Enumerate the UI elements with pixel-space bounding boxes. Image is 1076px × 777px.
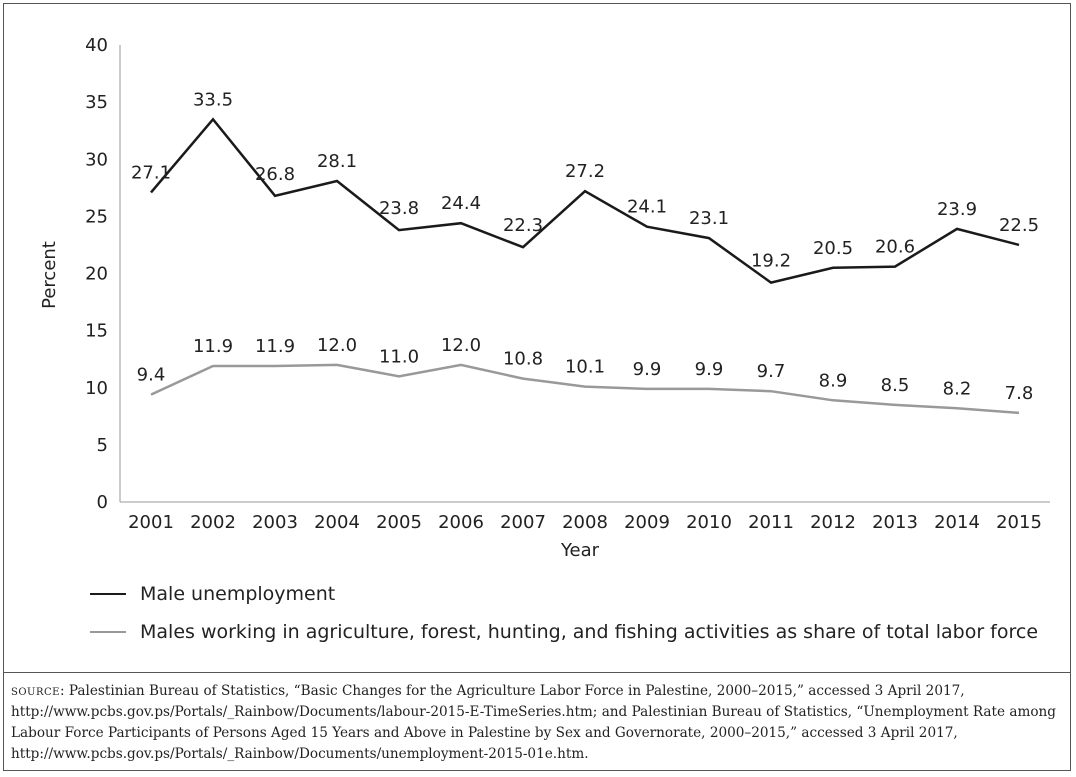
- legend-item-agriculture-share: Males working in agriculture, forest, hu…: [90, 613, 1038, 651]
- x-tick-label: 2011: [748, 512, 794, 533]
- series-line-0: [150, 117, 1020, 284]
- data-label: 20.5: [813, 238, 853, 259]
- data-label: 24.1: [627, 197, 667, 218]
- data-label: 22.5: [999, 215, 1039, 236]
- legend-label-male-unemployment: Male unemployment: [140, 583, 336, 605]
- y-tick-label: 10: [85, 378, 108, 399]
- data-label: 11.0: [379, 346, 419, 367]
- y-tick-label: 25: [85, 206, 108, 227]
- data-label: 11.9: [193, 336, 233, 357]
- y-axis-title: Percent: [39, 241, 60, 309]
- x-tick-label: 2002: [190, 512, 236, 533]
- data-label: 12.0: [317, 335, 357, 356]
- data-label: 27.2: [565, 161, 605, 182]
- data-label: 9.9: [633, 359, 662, 380]
- x-tick-label: 2005: [376, 512, 422, 533]
- legend-item-male-unemployment: Male unemployment: [90, 575, 1038, 613]
- data-label: 11.9: [255, 336, 295, 357]
- data-label: 27.1: [131, 162, 171, 183]
- x-tick-label: 2010: [686, 512, 732, 533]
- source-prefix: source: [11, 683, 60, 699]
- y-tick-label: 20: [85, 264, 108, 285]
- source-note: source: Palestinian Bureau of Statistics…: [11, 681, 1069, 765]
- figure-frame: [3, 3, 1071, 771]
- y-tick-labels: 0 5 10 15 20 25 30 35 40: [85, 35, 108, 513]
- series-line-1: [150, 363, 1020, 415]
- x-tick-label: 2001: [128, 512, 174, 533]
- data-label: 22.3: [503, 215, 543, 236]
- legend-swatch-male-unemployment: [90, 593, 126, 595]
- data-label: 23.1: [689, 208, 729, 229]
- x-tick-label: 2007: [500, 512, 546, 533]
- data-label: 33.5: [193, 89, 233, 110]
- y-tick-label: 35: [85, 92, 108, 113]
- y-tick-label: 30: [85, 149, 108, 170]
- y-tick-label: 0: [97, 492, 108, 513]
- data-label: 7.8: [1005, 383, 1034, 404]
- x-tick-label: 2006: [438, 512, 484, 533]
- data-label: 23.9: [937, 199, 977, 220]
- source-divider: [3, 672, 1071, 673]
- y-tick-label: 5: [97, 435, 108, 456]
- data-label: 19.2: [751, 251, 791, 272]
- data-label: 20.6: [875, 237, 915, 258]
- x-tick-label: 2009: [624, 512, 670, 533]
- data-label: 9.4: [137, 365, 166, 386]
- data-label: 24.4: [441, 193, 481, 214]
- data-label: 8.2: [943, 378, 972, 399]
- source-text: : Palestinian Bureau of Statistics, “Bas…: [11, 683, 1056, 762]
- y-tick-label: 40: [85, 35, 108, 56]
- data-labels: 27.1 33.5 26.8 28.1 23.8 24.4 22.3 27.2 24.1 23.1…: [131, 89, 1039, 404]
- series-lines: [150, 117, 1020, 415]
- data-label: 9.9: [695, 359, 724, 380]
- x-tick-label: 2015: [996, 512, 1042, 533]
- data-label: 28.1: [317, 151, 357, 172]
- data-label: 12.0: [441, 335, 481, 356]
- x-tick-label: 2012: [810, 512, 856, 533]
- data-label: 8.9: [819, 370, 848, 391]
- data-label: 23.8: [379, 198, 419, 219]
- x-tick-label: 2014: [934, 512, 980, 533]
- legend-label-agriculture-share: Males working in agriculture, forest, hu…: [140, 621, 1039, 643]
- chart-axes: [119, 45, 1050, 503]
- x-axis-title: Year: [560, 540, 600, 561]
- legend: Male unemployment Males working in agric…: [90, 575, 1038, 651]
- data-label: 10.8: [503, 349, 543, 370]
- x-tick-label: 2008: [562, 512, 608, 533]
- data-label: 9.7: [757, 361, 786, 382]
- x-tick-label: 2004: [314, 512, 360, 533]
- x-tick-labels: 2001 2002 2003 2004 2005 2006 2007 2008 2009 2010…: [128, 512, 1042, 533]
- x-tick-label: 2013: [872, 512, 918, 533]
- x-tick-label: 2003: [252, 512, 298, 533]
- data-label: 10.1: [565, 357, 605, 378]
- data-label: 26.8: [255, 164, 295, 185]
- data-label: 8.5: [881, 375, 910, 396]
- y-tick-label: 15: [85, 321, 108, 342]
- legend-swatch-agriculture-share: [90, 631, 126, 633]
